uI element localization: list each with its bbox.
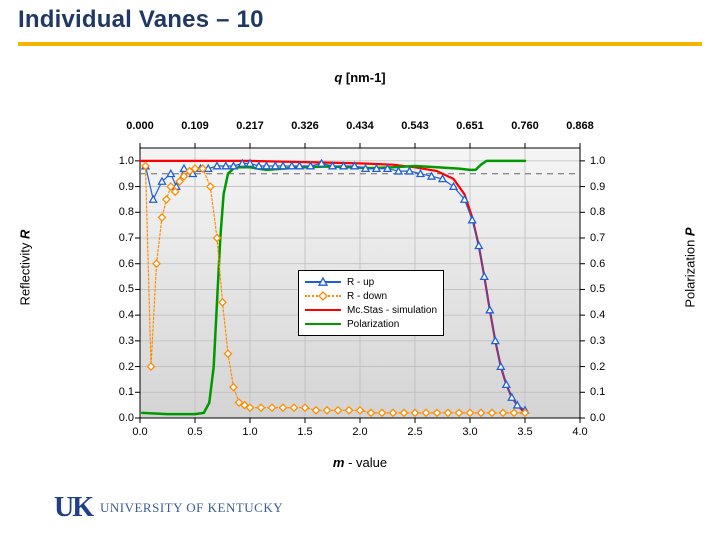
tick-label: 0.8 [590,206,605,218]
legend-swatch [305,318,341,330]
university-logo: UK UNIVERSITY OF KENTUCKY [54,492,283,524]
left-axis-symbol: R [18,230,33,239]
left-axis-title: Reflectivity R [18,168,33,368]
legend-swatch [305,290,341,302]
slide-root: Individual Vanes – 10 q [nm-1] Reflectiv… [0,0,720,540]
tick-label: 2.0 [352,426,367,438]
tick-label: 1.0 [242,426,257,438]
tick-label: 3.5 [517,426,532,438]
tick-label: 0.2 [590,361,605,373]
legend-swatch [305,304,341,316]
legend-item: R - up [305,275,437,289]
tick-label: 1.0 [590,155,605,167]
tick-label: 0.9 [590,181,605,193]
legend-label: R - down [347,291,387,302]
tick-label: 0.6 [590,258,605,270]
right-axis-word: Polarization [683,236,698,308]
tick-label: 0.1 [590,386,605,398]
tick-label: 0.651 [456,120,484,132]
title-underline [18,42,702,46]
bottom-axis-rest: - value [344,455,387,470]
tick-label: 0.000 [126,120,154,132]
right-axis-title: Polarization P [683,168,698,368]
tick-label: 0.9 [110,181,134,193]
tick-label: 0.2 [110,361,134,373]
legend-item: Mc.Stas - simulation [305,303,437,317]
tick-label: 0.5 [590,283,605,295]
tick-label: 1.0 [110,155,134,167]
uk-logo-text: UNIVERSITY OF KENTUCKY [100,500,283,516]
tick-label: 0.5 [110,283,134,295]
tick-label: 0.434 [346,120,374,132]
tick-label: 4.0 [572,426,587,438]
uk-logo-mark: UK [54,492,92,524]
tick-label: 2.5 [407,426,422,438]
legend-label: Mc.Stas - simulation [347,305,437,316]
tick-label: 0.5 [187,426,202,438]
slide-title: Individual Vanes – 10 [18,6,264,34]
legend: R - up R - down Mc.Stas - simulation Polari… [298,270,444,336]
tick-label: 0.0 [132,426,147,438]
tick-label: 0.1 [110,386,134,398]
tick-label: 1.5 [297,426,312,438]
tick-label: 0.3 [590,335,605,347]
tick-label: 0.326 [291,120,319,132]
left-axis-word: Reflectivity [18,239,33,305]
tick-label: 0.109 [181,120,209,132]
bottom-axis-m: m [333,455,345,470]
right-axis-symbol: P [683,227,698,236]
tick-label: 0.8 [110,206,134,218]
tick-label: 0.7 [110,232,134,244]
tick-label: 0.868 [566,120,594,132]
tick-label: 0.7 [590,232,605,244]
chart-container: q [nm-1] Reflectivity R Polarization P m… [60,70,660,470]
tick-label: 0.760 [511,120,539,132]
legend-swatch [305,276,341,288]
tick-label: 0.6 [110,258,134,270]
legend-label: R - up [347,277,374,288]
legend-label: Polarization [347,319,399,330]
tick-label: 0.217 [236,120,264,132]
tick-label: 0.543 [401,120,429,132]
tick-label: 0.0 [590,412,605,424]
bottom-axis-title: m - value [60,455,660,470]
tick-label: 0.4 [110,309,134,321]
tick-label: 3.0 [462,426,477,438]
tick-label: 0.3 [110,335,134,347]
legend-item: Polarization [305,317,437,331]
tick-label: 0.0 [110,412,134,424]
tick-label: 0.4 [590,309,605,321]
legend-item: R - down [305,289,437,303]
